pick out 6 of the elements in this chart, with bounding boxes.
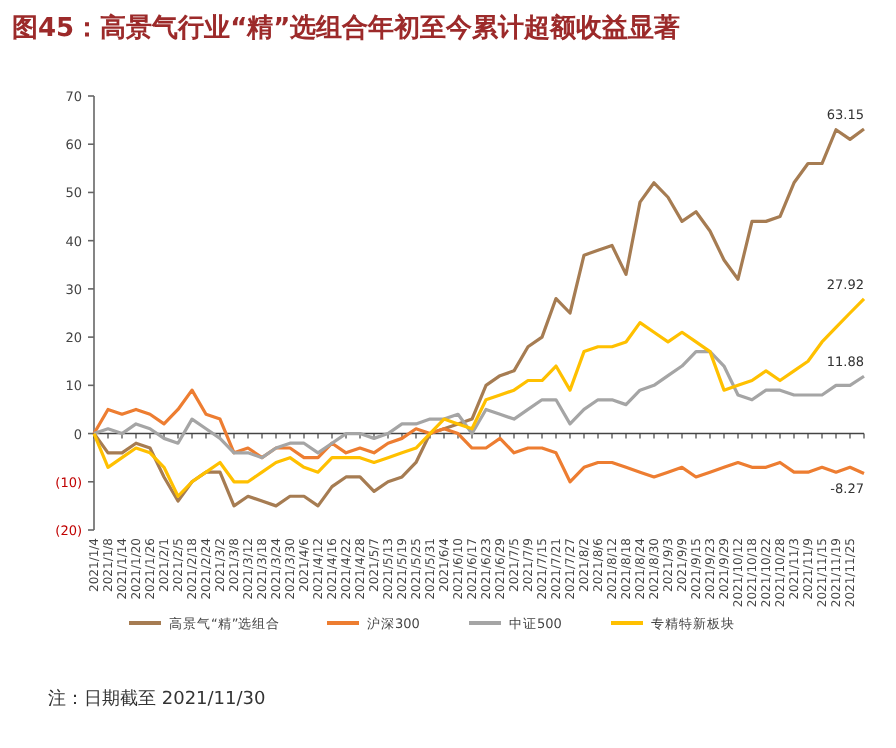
line-series	[92, 127, 866, 508]
line-series	[92, 297, 866, 498]
line-series	[92, 349, 866, 460]
line-series	[92, 388, 866, 484]
chart-title: 图45：高景气行业“精”选组合年初至今累计超额收益显著	[12, 12, 681, 44]
text: 注：日期截至 2021/11/30	[48, 688, 267, 710]
